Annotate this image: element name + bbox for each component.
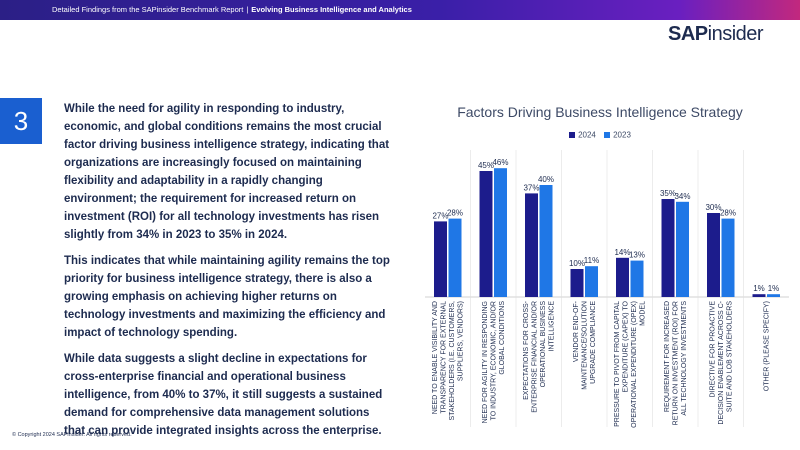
data-label-2024-2: 37% (523, 183, 539, 192)
header-bar: Detailed Findings from the SAPinsider Be… (0, 0, 800, 20)
data-label-2024-0: 27% (432, 211, 448, 220)
data-label-2023-1: 46% (492, 158, 508, 167)
category-label-2-line-2: OPERATIONAL BUSINESS (540, 301, 547, 388)
category-label-6-line-2: SUITE AND LOB STAKEHOLDERS (726, 301, 733, 412)
category-label-2-line-0: EXPECTATIONS FOR CROSS- (523, 300, 530, 400)
bar-2024-3 (570, 269, 584, 297)
report-label: Detailed Findings from the SAPinsider Be… (52, 5, 244, 14)
legend-label-2024: 2024 (578, 130, 596, 140)
chart-legend: 2024 2023 (420, 130, 780, 139)
data-label-2024-1: 45% (478, 161, 494, 170)
bar-2024-2 (525, 193, 538, 297)
bar-2023-5 (676, 201, 689, 297)
data-label-2023-7: 1% (768, 284, 780, 293)
bar-2024-0 (434, 221, 447, 297)
report-topic: Evolving Business Intelligence and Analy… (251, 5, 412, 14)
logo-insider: insider (707, 23, 764, 45)
category-label-5-line-1: RETURN ON INVESTMENT (ROI) FOR (672, 301, 679, 425)
bar-2024-6 (707, 213, 720, 297)
findings-text: While the need for agility in responding… (64, 100, 390, 448)
legend-swatch-2024 (569, 131, 576, 138)
legend-item-2024: 2024 (569, 130, 596, 139)
category-label-1-line-2: GLOBAL CONDITIONS (499, 301, 506, 375)
bar-2023-2 (539, 185, 553, 297)
category-label-0-line-3: SUPPLIERS, VENDORS) (458, 301, 465, 381)
data-label-2023-5: 34% (674, 192, 690, 201)
chart-plot: 27%28%NEED TO ENABLE VISIBILITY AND TRANS… (425, 150, 789, 428)
bar-2023-0 (448, 218, 462, 297)
bar-2024-5 (661, 199, 675, 297)
chart-title: Factors Driving Business Intelligence St… (457, 104, 743, 120)
category-label-4-line-1: EXPENDITURE (CAPEX) TO (623, 300, 630, 392)
category-label-5-line-0: REQUIREMENT FOR INCREASED (664, 301, 671, 412)
bar-2023-7 (767, 294, 780, 297)
category-label-4-line-0: PRESSURE TO PIVOT FROM CAPITAL (614, 301, 621, 427)
data-label-2023-0: 28% (447, 209, 463, 218)
category-label-0-line-0: NEED TO ENABLE VISIBILITY AND (432, 301, 439, 414)
category-label-0-line-2: STAKEHOLDERS (I.E. CUSTOMERS, (449, 301, 456, 421)
section-number: 3 (0, 98, 42, 144)
copyright-notice: © Copyright 2024 SAPinsider. All rights … (12, 432, 132, 438)
data-label-2023-3: 11% (584, 256, 599, 265)
legend-item-2023: 2023 (604, 130, 631, 139)
category-label-2-line-3: INTELLIGENCE (549, 301, 556, 352)
category-label-5-line-2: ALL TECHNOLOGY INVESTMENTS (681, 301, 688, 416)
logo-sap: SAP (668, 23, 708, 45)
data-label-2024-3: 10% (569, 259, 585, 268)
category-label-1-line-0: NEED FOR AGILITY IN RESPONDING (482, 301, 489, 423)
paragraph-2: This indicates that while maintaining ag… (64, 255, 390, 339)
data-label-2023-4: 13% (629, 251, 645, 260)
category-label-3-line-2: UPGRADE COMPLIANCE (590, 301, 597, 384)
data-label-2023-6: 28% (720, 209, 736, 218)
paragraph-1: While the need for agility in responding… (64, 103, 390, 241)
legend-swatch-2023 (604, 131, 611, 138)
data-label-2024-6: 30% (705, 203, 721, 212)
category-label-1-line-1: TO INDUSTRY, ECONOMIC, AND/OR (490, 301, 497, 420)
category-label-2-line-1: ENTERPRISE FINANCIAL AND/OR (532, 301, 539, 413)
category-label-4-line-3: MODEL (640, 301, 647, 326)
header-separator: | (246, 5, 249, 14)
category-label-7-line-0: OTHER (PLEASE SPECIFY) (763, 301, 770, 391)
category-label-3-line-0: VENDOR END-OF- (573, 300, 580, 362)
bar-2024-1 (479, 171, 493, 297)
category-label-4-line-2: OPERATIONAL EXPENDITURE (OPEX) (631, 301, 638, 428)
legend-label-2023: 2023 (613, 130, 631, 140)
data-label-2024-4: 14% (614, 248, 630, 257)
bar-2023-3 (585, 266, 598, 297)
sapinsider-logo: SAPinsider (668, 22, 764, 46)
data-label-2024-5: 35% (660, 189, 676, 198)
bar-chart: Factors Driving Business Intelligence St… (420, 100, 800, 440)
paragraph-3: While data suggests a slight decline in … (64, 353, 383, 437)
bar-2024-4 (616, 257, 629, 297)
data-label-2023-2: 40% (538, 175, 554, 184)
data-label-2024-7: 1% (753, 284, 765, 293)
category-label-6-line-1: DECISION ENABLEMENT ACROSS C- (718, 300, 725, 424)
bar-2023-6 (721, 218, 735, 297)
bar-2024-7 (752, 294, 766, 297)
category-label-0-line-1: TRANSPARENCY FOR EXTERNAL (441, 301, 448, 414)
bar-2023-4 (630, 260, 644, 297)
bar-2023-1 (494, 168, 507, 297)
category-label-3-line-1: MAINTENANCE/SOLUTION (581, 301, 588, 390)
category-label-6-line-0: DIRECTIVE FOR PROACTIVE (709, 301, 716, 398)
